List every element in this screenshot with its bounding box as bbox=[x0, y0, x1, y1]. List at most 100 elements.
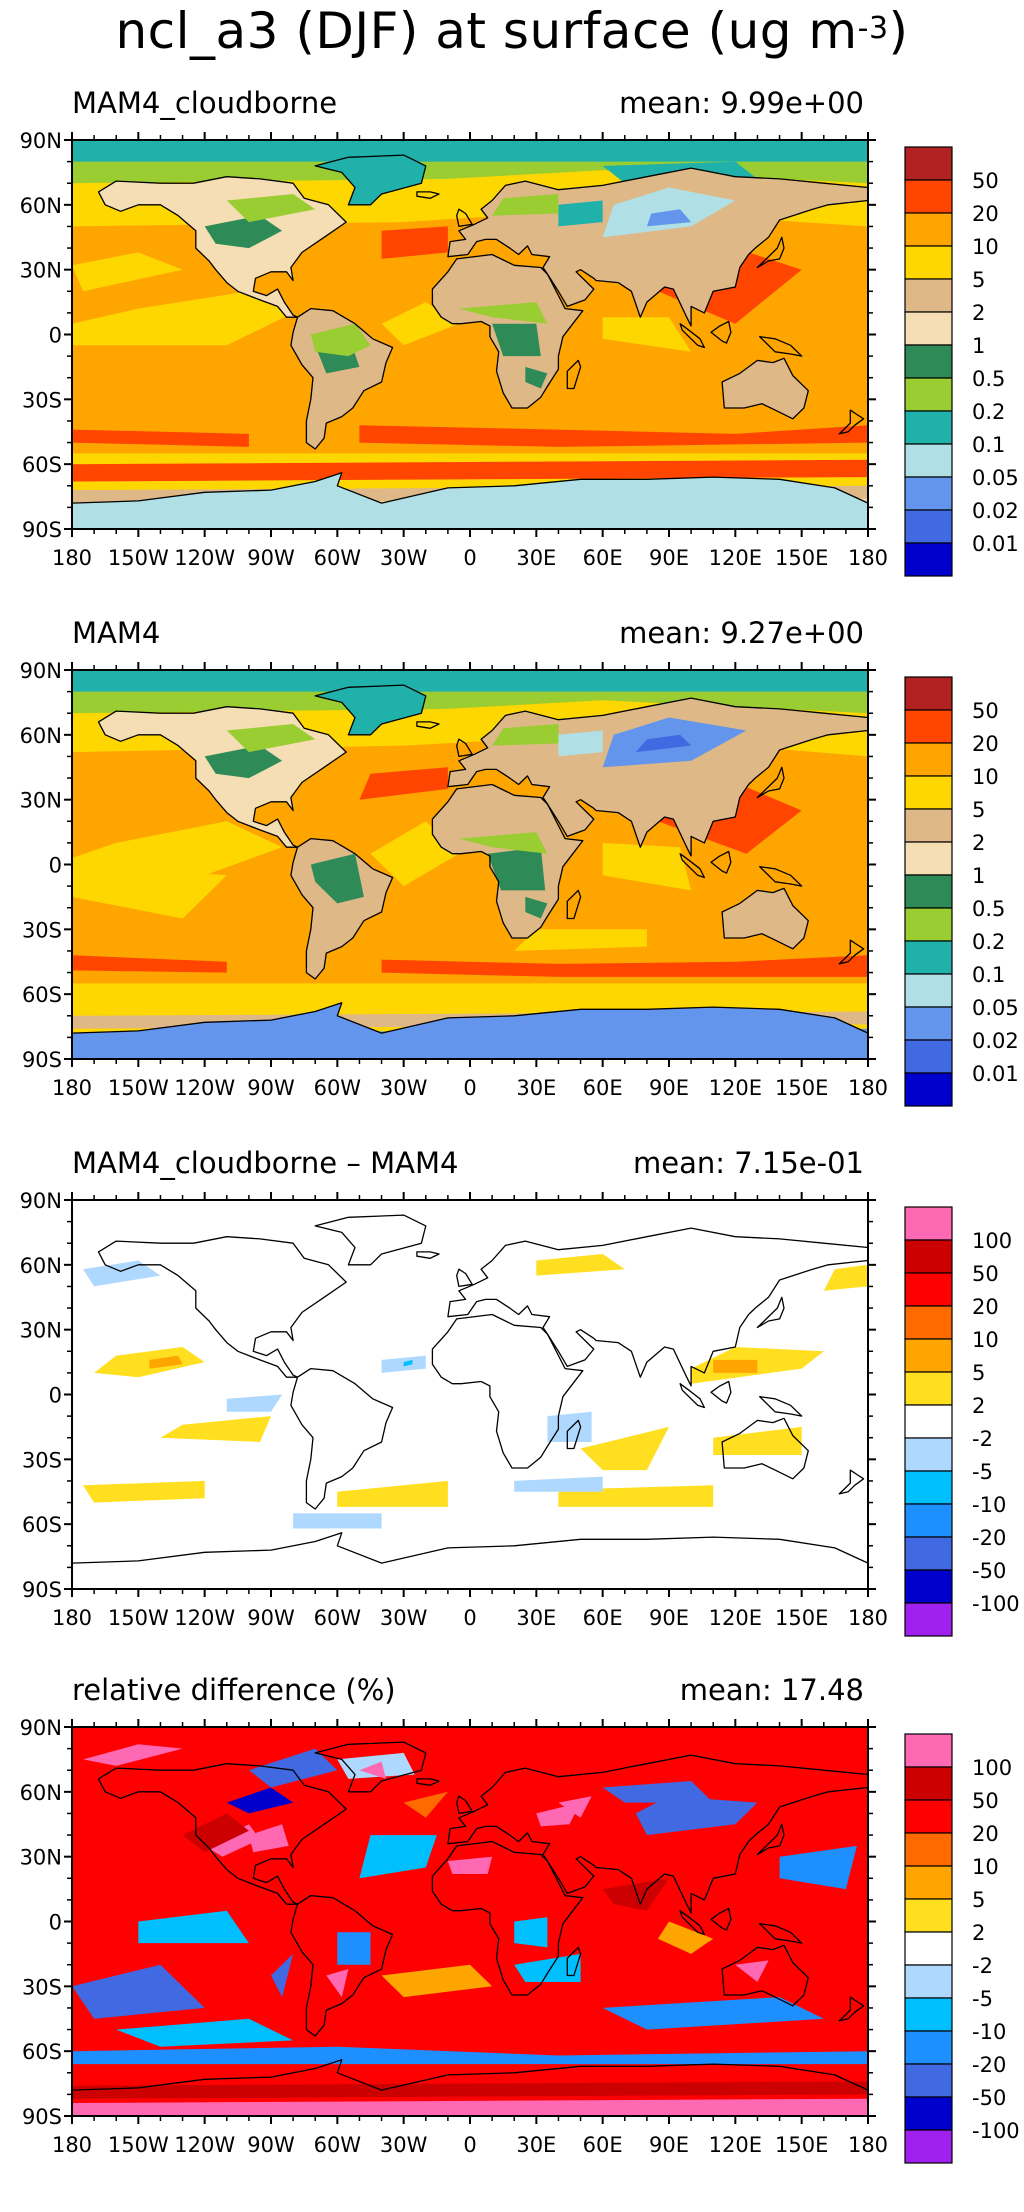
colorbar-swatch bbox=[905, 1306, 952, 1339]
colorbar-swatch bbox=[905, 1438, 952, 1471]
colorbar-label: 10 bbox=[972, 1328, 999, 1352]
colorbar-label: -5 bbox=[972, 1987, 993, 2011]
colorbar-swatch bbox=[905, 842, 952, 875]
map-plot: 90N60N30N030S60S90S180 150W 120W 90W 60W 30W 0… bbox=[0, 85, 1024, 625]
colorbar-swatch bbox=[905, 875, 952, 908]
lon-label: 180 bbox=[52, 2133, 92, 2157]
lat-label: 0 bbox=[49, 324, 62, 348]
colorbar-swatch bbox=[905, 2064, 952, 2097]
lat-label: 90N bbox=[20, 1189, 62, 1213]
lat-label: 90N bbox=[20, 659, 62, 683]
lat-label: 30S bbox=[22, 1448, 62, 1472]
lon-label: 90W bbox=[247, 1076, 295, 1100]
lon-label: 0 bbox=[463, 1606, 476, 1630]
colorbar-label: -2 bbox=[972, 1427, 993, 1451]
lon-label: 30W bbox=[380, 1076, 428, 1100]
field-region bbox=[713, 1360, 757, 1373]
colorbar-label: 20 bbox=[972, 1295, 999, 1319]
colorbar-swatch bbox=[905, 1734, 952, 1767]
colorbar-label: 100 bbox=[972, 1229, 1012, 1253]
field-region bbox=[514, 1917, 547, 1947]
colorbar-swatch bbox=[905, 1932, 952, 1965]
colorbar: 10050201052-2-5-10-20-50-100 bbox=[905, 1207, 1020, 1636]
colorbar-swatch bbox=[905, 1570, 952, 1603]
lat-label: 30N bbox=[20, 259, 62, 283]
lon-label: 90W bbox=[247, 2133, 295, 2157]
panel-difference: MAM4_cloudborne – MAM4 mean: 7.15e-01 90… bbox=[0, 1145, 1024, 1685]
lon-label: 120E bbox=[709, 1076, 762, 1100]
colorbar: 5020105210.50.20.10.050.020.01 bbox=[905, 677, 1019, 1106]
lon-label: 60E bbox=[583, 546, 623, 570]
colorbar-swatch bbox=[905, 677, 952, 710]
lon-label: 150W bbox=[108, 1076, 169, 1100]
colorbar-swatch bbox=[905, 1899, 952, 1932]
colorbar-swatch bbox=[905, 908, 952, 941]
colorbar-swatch bbox=[905, 1998, 952, 2031]
colorbar-label: -100 bbox=[972, 2119, 1020, 2143]
colorbar-swatch bbox=[905, 1767, 952, 1800]
colorbar-label: 1 bbox=[972, 864, 985, 888]
figure-title: ncl_a3 (DJF) at surface (ug m-3) bbox=[0, 0, 1024, 62]
lon-label: 0 bbox=[463, 2133, 476, 2157]
colorbar-swatch bbox=[905, 1405, 952, 1438]
colorbar-swatch bbox=[905, 345, 952, 378]
colorbar-swatch bbox=[905, 1833, 952, 1866]
lat-label: 90S bbox=[22, 2105, 62, 2129]
colorbar-swatch bbox=[905, 2097, 952, 2130]
colorbar-swatch bbox=[905, 1339, 952, 1372]
colorbar-swatch bbox=[905, 1471, 952, 1504]
lon-label: 60W bbox=[314, 546, 362, 570]
colorbar-label: 5 bbox=[972, 1361, 985, 1385]
colorbar-label: 0.01 bbox=[972, 532, 1019, 556]
lat-label: 90N bbox=[20, 1716, 62, 1740]
lon-label: 90E bbox=[649, 2133, 689, 2157]
lon-label: 150E bbox=[775, 1606, 828, 1630]
lat-label: 60N bbox=[20, 194, 62, 218]
field-region bbox=[72, 670, 868, 692]
colorbar-label: 20 bbox=[972, 202, 999, 226]
lon-label: 60E bbox=[583, 2133, 623, 2157]
lon-label: 90W bbox=[247, 546, 295, 570]
lon-label: 90E bbox=[649, 1076, 689, 1100]
lat-label: 30S bbox=[22, 388, 62, 412]
colorbar-label: 2 bbox=[972, 1394, 985, 1418]
lon-label: 60W bbox=[314, 2133, 362, 2157]
map-field bbox=[72, 1200, 868, 1589]
lat-label: 0 bbox=[49, 854, 62, 878]
colorbar-label: -5 bbox=[972, 1460, 993, 1484]
lon-label: 150W bbox=[108, 1606, 169, 1630]
panel-relative-difference: relative difference (%) mean: 17.48 90N 6… bbox=[0, 1672, 1024, 2212]
colorbar-label: 0.05 bbox=[972, 996, 1019, 1020]
colorbar-swatch bbox=[905, 710, 952, 743]
lon-label: 180 bbox=[52, 1076, 92, 1100]
colorbar-label: 0.5 bbox=[972, 897, 1005, 921]
colorbar-swatch bbox=[905, 312, 952, 345]
colorbar-label: 2 bbox=[972, 301, 985, 325]
colorbar-label: -20 bbox=[972, 1526, 1006, 1550]
colorbar-swatch bbox=[905, 809, 952, 842]
lon-label: 90E bbox=[649, 546, 689, 570]
colorbar-swatch bbox=[905, 1273, 952, 1306]
colorbar-label: -100 bbox=[972, 1592, 1020, 1616]
lon-label: 180 bbox=[848, 1076, 888, 1100]
map-plot: 90N60N30N030S60S90S180 150W 120W 90W 60W 30W 0… bbox=[0, 1145, 1024, 1685]
lat-label: 60S bbox=[22, 1513, 62, 1537]
colorbar-label: 0.2 bbox=[972, 400, 1005, 424]
lon-label: 120E bbox=[709, 2133, 762, 2157]
lat-label: 60S bbox=[22, 453, 62, 477]
lon-label: 150W bbox=[108, 2133, 169, 2157]
colorbar: 10050201052-2-5-10-20-50-100 bbox=[905, 1734, 1020, 2163]
lat-label: 30S bbox=[22, 918, 62, 942]
colorbar-swatch bbox=[905, 147, 952, 180]
colorbar-label: -10 bbox=[972, 2020, 1006, 2044]
colorbar-swatch bbox=[905, 1073, 952, 1106]
lat-label: 60N bbox=[20, 1781, 62, 1805]
lon-label: 30W bbox=[380, 2133, 428, 2157]
colorbar-label: 0.1 bbox=[972, 433, 1005, 457]
lon-label: 30W bbox=[380, 1606, 428, 1630]
colorbar-label: 5 bbox=[972, 1888, 985, 1912]
lon-label: 30E bbox=[516, 1076, 556, 1100]
lat-label: 30N bbox=[20, 789, 62, 813]
colorbar-label: 5 bbox=[972, 268, 985, 292]
lon-label: 30W bbox=[380, 546, 428, 570]
